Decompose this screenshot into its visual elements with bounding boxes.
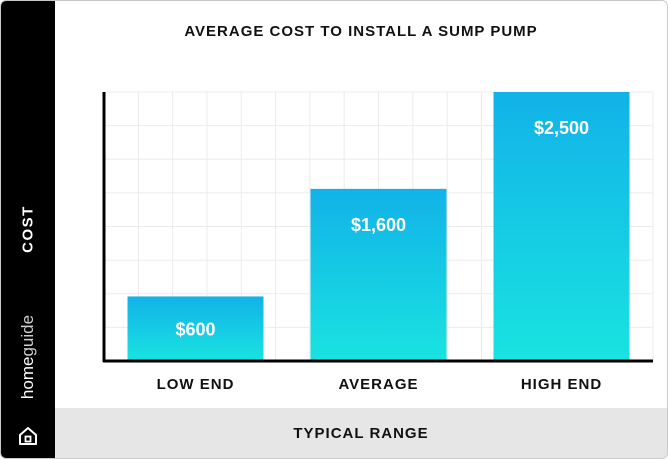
bar-chart: $600 LOW END $1,600 AVERAGE $2,500 HIGH END <box>102 91 654 393</box>
x-axis-band: TYPICAL RANGE <box>55 408 667 458</box>
x-tick-label: LOW END <box>157 376 235 393</box>
bar-value-label: $600 <box>175 320 215 340</box>
bar-value-label: $1,600 <box>351 215 406 235</box>
x-tick-label: HIGH END <box>521 376 602 393</box>
bar-value-label: $2,500 <box>534 118 589 138</box>
brand-logo: homeguide <box>6 315 50 445</box>
x-tick-label: AVERAGE <box>338 376 418 393</box>
bar-low-end <box>127 296 264 361</box>
chart-title: AVERAGE COST TO INSTALL A SUMP PUMP <box>184 23 538 40</box>
y-axis-band: COST homeguide <box>1 1 55 458</box>
house-logo-icon <box>19 427 37 445</box>
x-axis-label: TYPICAL RANGE <box>293 425 429 442</box>
bar-high-end <box>493 92 630 361</box>
bar-average <box>310 188 447 361</box>
